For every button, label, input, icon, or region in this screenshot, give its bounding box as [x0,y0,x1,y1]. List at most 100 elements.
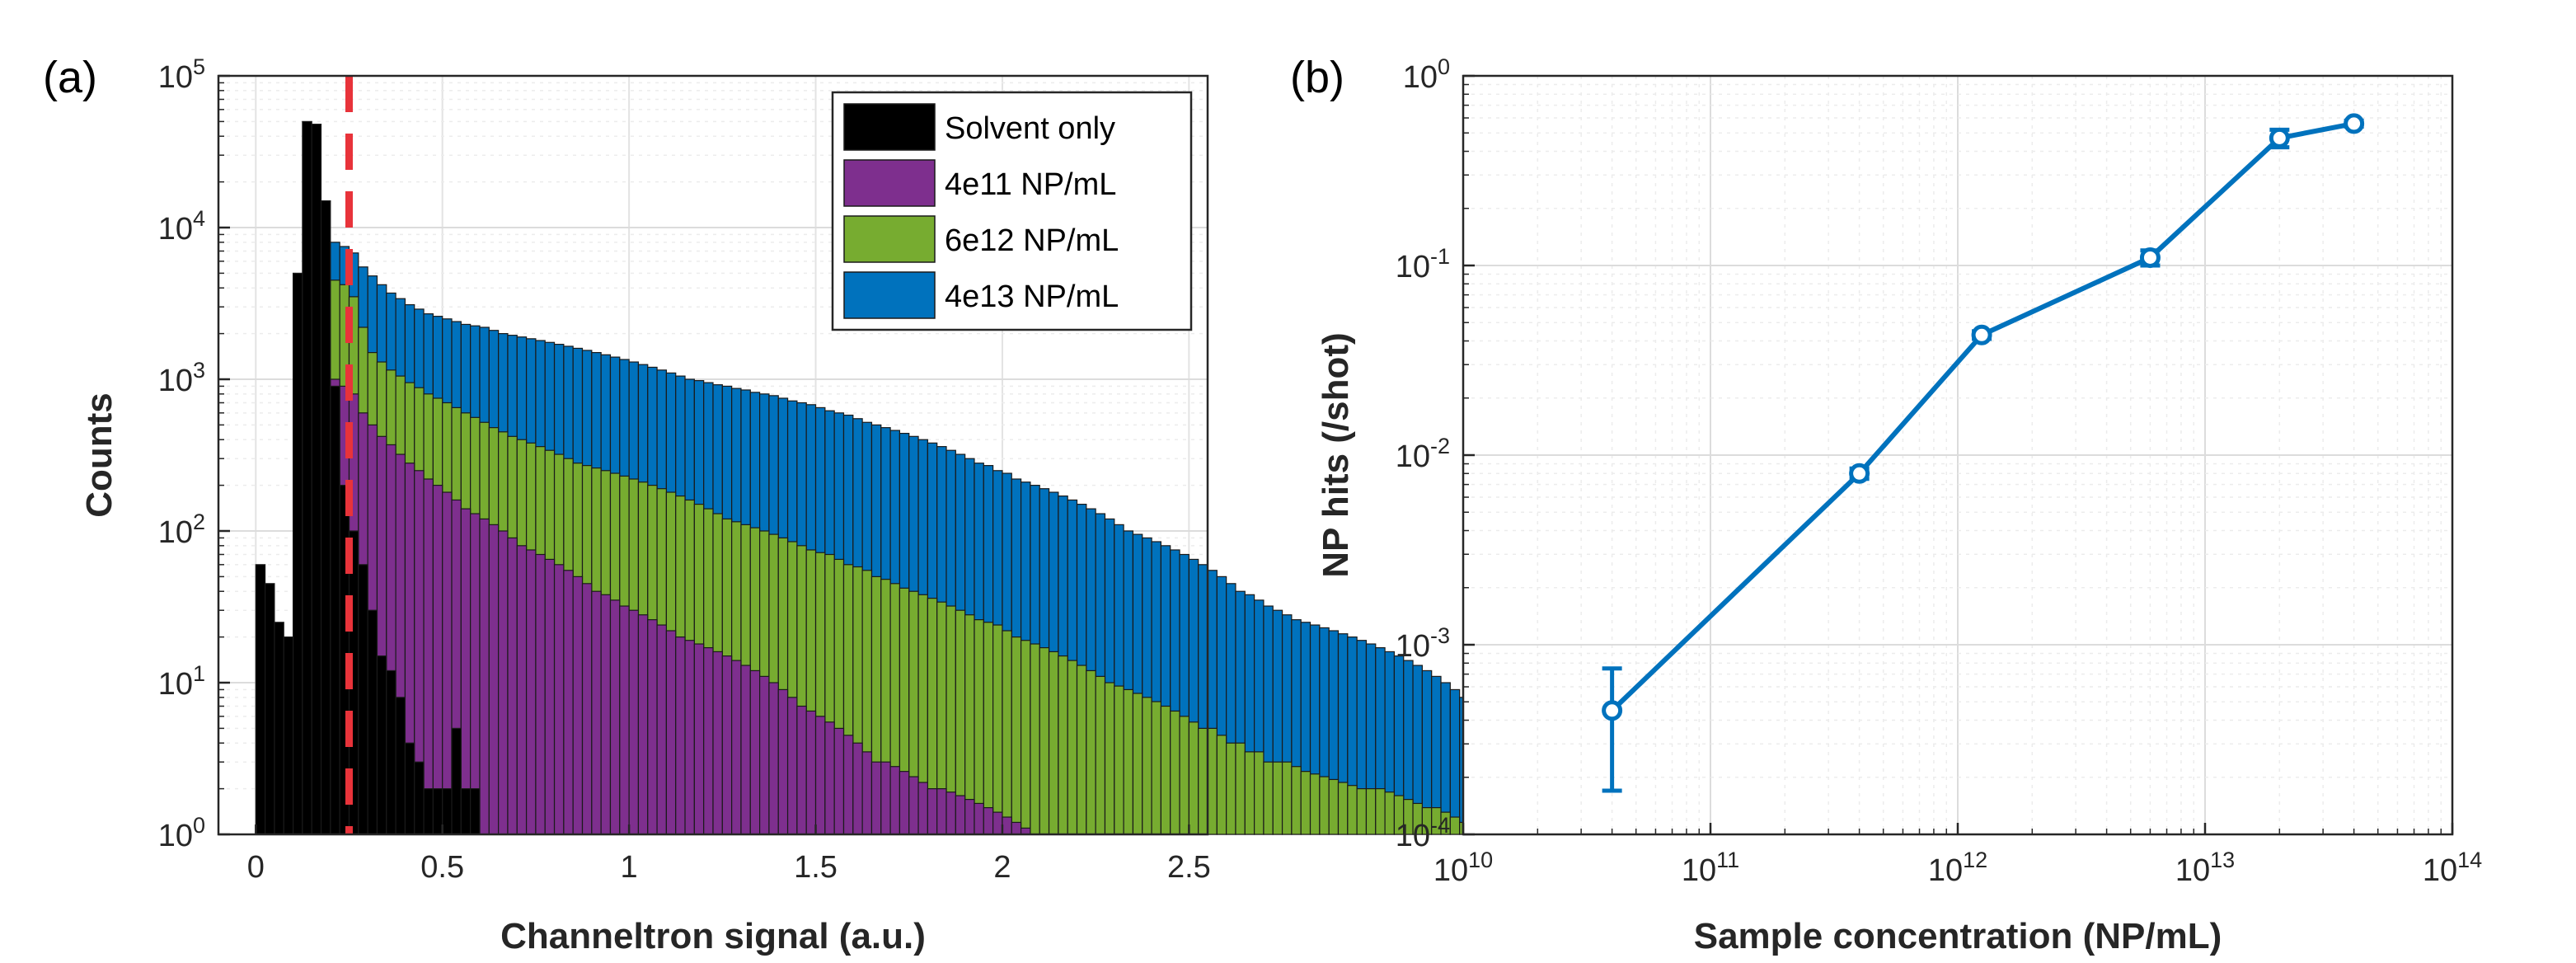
histogram-bar [404,742,415,835]
histogram-bar [684,640,695,835]
histogram-bar [498,530,509,835]
histogram-bar [740,665,751,835]
histogram-bar [330,385,340,835]
histogram-bar [1244,751,1255,835]
histogram-y-tick-label: 102 [158,510,205,550]
histogram-bar [1132,693,1143,835]
histogram-bar [1123,688,1134,835]
histogram-bar [367,609,378,835]
data-point [2139,247,2161,268]
concentration-x-tick-label: 1013 [2175,848,2235,888]
histogram-bar [768,682,779,835]
concentration-y-tick-label: 10-3 [1396,623,1450,664]
histogram-bar [1207,727,1218,835]
histogram-series [330,378,1031,835]
histogram-bar [479,518,490,835]
histogram-bar [1151,701,1161,835]
data-point [1971,324,1992,345]
histogram-bar [1076,665,1087,835]
concentration-y-tick-label: 100 [1403,54,1450,95]
histogram-bar [488,524,500,835]
histogram-bar [292,272,303,835]
histogram-bar [945,792,956,835]
legend-swatch [843,159,936,207]
histogram-bar [1086,669,1096,835]
histogram-bar [1058,655,1068,835]
histogram-x-axis-label: Channeltron signal (a.u.) [500,916,926,956]
histogram-bar [1328,778,1340,835]
panel-label-a: (a) [43,53,97,102]
histogram-bar [805,710,817,835]
histogram-y-tick-label: 104 [158,206,205,247]
concentration-y-tick-label: 10-1 [1396,244,1450,284]
histogram-bar [255,564,266,835]
concentration-ticks: 1010 1011 1012 1013 1014 10-4 10-3 10-2 10-1 100 [1396,54,2482,888]
histogram-bar [283,637,294,835]
histogram-bar [1160,705,1171,835]
histogram-bar [311,124,322,835]
histogram-bar [1440,682,1451,835]
concentration-grid [1462,75,2453,835]
histogram-bar [609,599,621,835]
histogram-bar [880,761,891,835]
histogram-bar [992,624,1003,835]
concentration-line [1610,120,2355,712]
histogram-bar [470,513,481,835]
histogram-bar [1281,761,1293,835]
concentration-x-tick-label: 1014 [2423,848,2482,888]
histogram-bar [889,766,901,835]
histogram-x-tick-label: 1.5 [794,850,838,885]
histogram-x-tick-label: 0.5 [420,850,464,885]
histogram-bar [870,761,882,835]
histogram-bar [1365,788,1377,835]
histogram-axes-box [217,74,1209,836]
histogram-bar [786,697,798,835]
histogram-panel: 0 0.5 1 1.5 2 2.5 100 101 102 103 104 105 (a) Chann… [43,53,1591,956]
histogram-bar [358,564,368,835]
concentration-y-axis-label: NP hits (/shot) [1316,332,1356,577]
histogram-bar [619,605,630,835]
histogram-bar [712,651,723,835]
legend-entry: Solvent only [945,111,1115,146]
histogram-bar [749,669,761,835]
histogram-bar [1067,660,1078,835]
histogram-bar [1300,771,1311,835]
histogram-bar [647,619,658,835]
histogram-bar [1002,630,1012,835]
histogram-bar [759,675,770,835]
histogram-bar [302,120,312,835]
histogram-bar [470,788,481,835]
histogram-bar [553,564,565,835]
histogram-bar [432,788,443,835]
concentration-x-axis-label: Sample concentration (NP/mL) [1694,916,2222,956]
histogram-bar [964,798,975,835]
histogram-bar [1319,776,1330,835]
data-point [2269,127,2290,148]
histogram-bar [861,751,873,835]
histogram-bar [637,614,649,835]
histogram-bar [983,622,994,835]
panel-label-b: (b) [1290,53,1344,102]
histogram-bar [460,508,472,835]
histogram-x-tick-label: 0 [247,850,265,885]
histogram-bar [693,643,705,835]
histogram-x-tick-label: 1 [621,850,638,885]
histogram-bar [1216,735,1227,835]
histogram-bar [1002,816,1012,835]
histogram-bar [1179,716,1189,835]
legend-swatch [843,271,936,319]
legend-swatch [843,215,936,263]
histogram-bar [1104,682,1115,835]
histogram-bar [1095,675,1106,835]
histogram-y-tick-label: 103 [158,358,205,398]
histogram-y-tick-label: 100 [158,813,205,853]
histogram-bar [1337,782,1349,835]
histogram-bar [442,788,453,835]
histogram-bar [572,575,584,835]
concentration-x-tick-label: 1010 [1433,848,1493,888]
histogram-x-tick-label: 2 [993,850,1011,885]
concentration-series [1602,113,2365,793]
histogram-bar [1375,788,1386,835]
legend-entry: 4e13 NP/mL [945,280,1119,314]
histogram-series [255,120,481,835]
